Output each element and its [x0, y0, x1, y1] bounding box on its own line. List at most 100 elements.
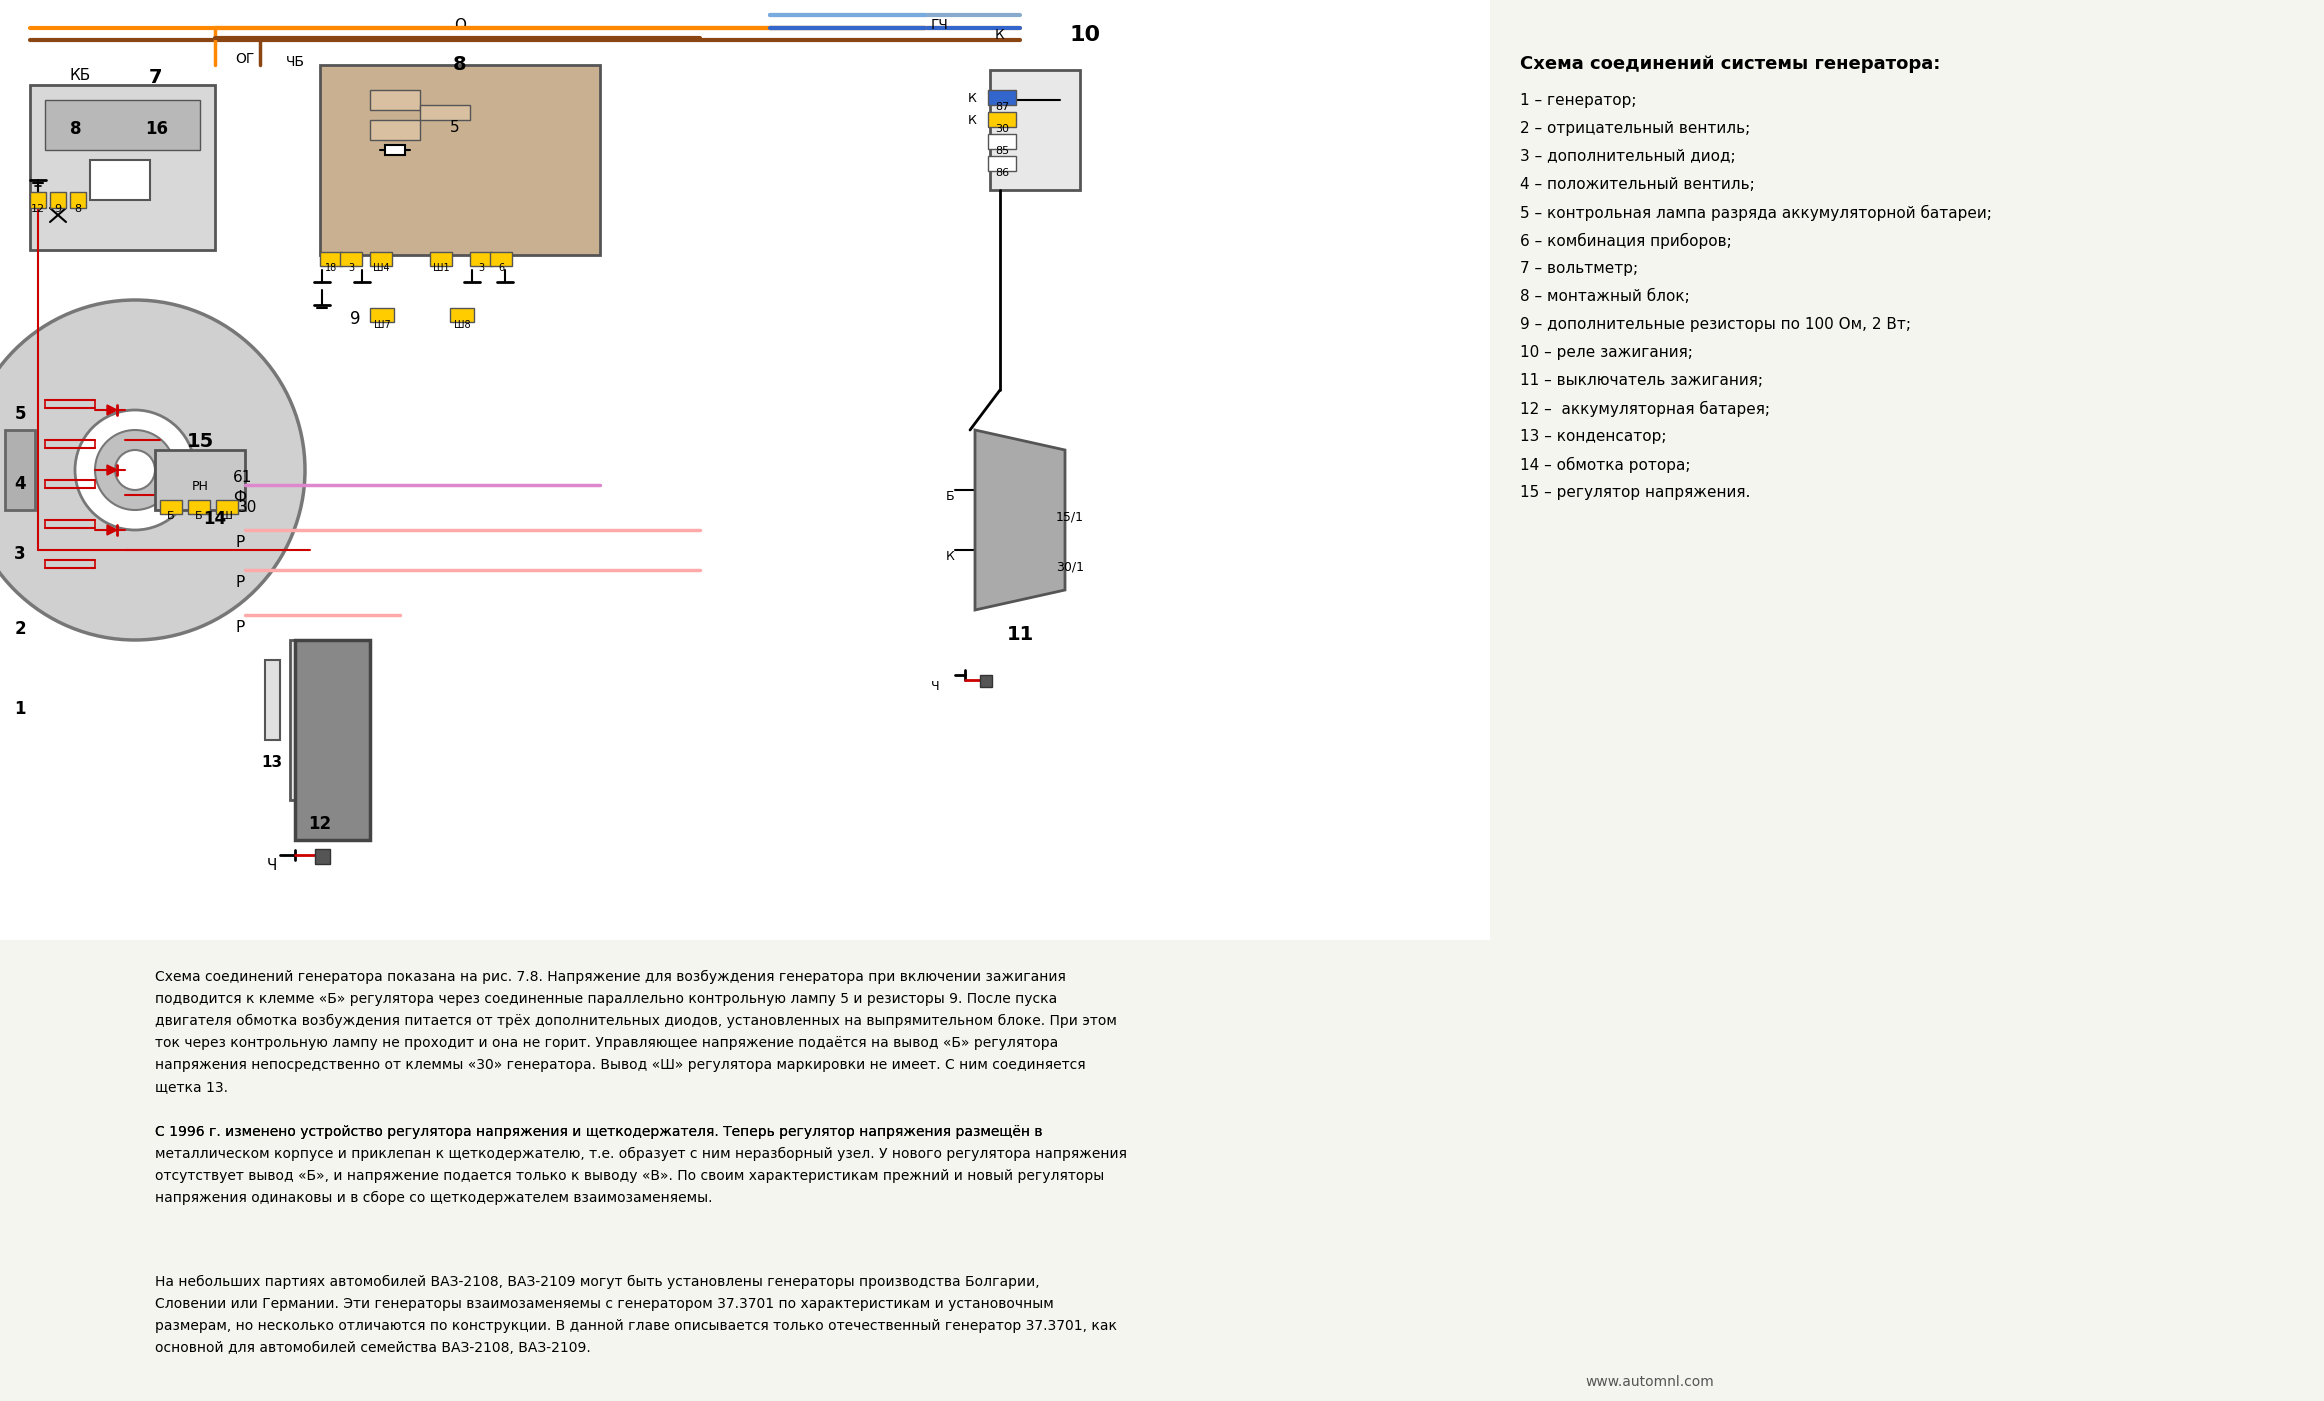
Circle shape	[328, 660, 337, 670]
Text: ГЧ: ГЧ	[932, 18, 948, 32]
Text: 8 – монтажный блок;: 8 – монтажный блок;	[1520, 289, 1690, 304]
Text: 14: 14	[205, 510, 225, 528]
Text: РН: РН	[191, 481, 209, 493]
Bar	[370, 308, 395, 322]
Text: 16: 16	[144, 120, 167, 139]
Text: ток через контрольную лампу не проходит и она не горит. Управляющее напряжение п: ток через контрольную лампу не проходит …	[156, 1035, 1057, 1049]
Text: ЧБ: ЧБ	[286, 55, 304, 69]
Text: К: К	[967, 92, 976, 105]
Text: 3: 3	[479, 263, 483, 273]
Text: 2 – отрицательный вентиль;: 2 – отрицательный вентиль;	[1520, 120, 1750, 136]
Circle shape	[323, 656, 342, 675]
Text: 61: 61	[232, 469, 253, 485]
Bar	[216, 500, 237, 514]
Bar	[490, 252, 511, 266]
Text: подводится к клемме «Б» регулятора через соединенные параллельно контрольную лам: подводится к клемме «Б» регулятора через…	[156, 992, 1057, 1006]
Text: Схема соединений генератора показана на рис. 7.8. Напряжение для возбуждения ген: Схема соединений генератора показана на …	[156, 969, 1067, 984]
Bar	[91, 160, 151, 200]
Text: 11 – выключатель зажигания;: 11 – выключатель зажигания;	[1520, 373, 1764, 388]
Text: 86: 86	[995, 168, 1009, 178]
Bar	[451, 308, 474, 322]
Text: Р: Р	[235, 574, 244, 590]
Text: 1: 1	[14, 700, 26, 717]
Circle shape	[95, 430, 174, 510]
Bar	[30, 192, 46, 207]
Text: напряжения одинаковы и в сборе со щеткодержателем взаимозаменяемы.: напряжения одинаковы и в сборе со щеткод…	[156, 1191, 713, 1205]
Bar	[386, 144, 404, 156]
Text: 12 –  аккумуляторная батарея;: 12 – аккумуляторная батарея;	[1520, 401, 1771, 417]
Polygon shape	[107, 405, 116, 415]
Text: Словении или Германии. Эти генераторы взаимозаменяемы с генератором 37.3701 по х: Словении или Германии. Эти генераторы вз…	[156, 1297, 1053, 1311]
Text: 3: 3	[349, 263, 353, 273]
Text: Схема соединений системы генератора:: Схема соединений системы генератора:	[1520, 55, 1941, 73]
Text: Б: Б	[167, 511, 174, 521]
Text: металлическом корпусе и приклепан к щеткодержателю, т.е. образует с ним неразбор: металлическом корпусе и приклепан к щетк…	[156, 1147, 1127, 1161]
Bar	[981, 675, 992, 686]
Text: 3 – дополнительный диод;: 3 – дополнительный диод;	[1520, 149, 1736, 164]
Text: 5: 5	[14, 405, 26, 423]
Bar	[44, 99, 200, 150]
Circle shape	[328, 730, 337, 740]
Bar	[469, 252, 493, 266]
Bar	[160, 500, 181, 514]
Circle shape	[323, 691, 342, 710]
Text: 30/1: 30/1	[1055, 560, 1083, 573]
Bar	[321, 252, 342, 266]
Text: 8: 8	[453, 55, 467, 74]
Text: К: К	[967, 113, 976, 127]
Bar	[988, 134, 1016, 149]
Circle shape	[323, 759, 342, 780]
Text: 4 – положительный вентиль;: 4 – положительный вентиль;	[1520, 177, 1755, 192]
Text: О: О	[453, 18, 467, 34]
Text: двигателя обмотка возбуждения питается от трёх дополнительных диодов, установлен: двигателя обмотка возбуждения питается о…	[156, 1014, 1118, 1028]
Circle shape	[328, 765, 337, 775]
Text: На небольших партиях автомобилей ВАЗ-2108, ВАЗ-2109 могут быть установлены генер: На небольших партиях автомобилей ВАЗ-210…	[156, 1275, 1039, 1289]
Text: 15 – регулятор напряжения.: 15 – регулятор напряжения.	[1520, 485, 1750, 500]
Text: www.automnl.com: www.automnl.com	[1585, 1374, 1715, 1388]
Text: 13 – конденсатор;: 13 – конденсатор;	[1520, 429, 1666, 444]
Bar	[5, 430, 35, 510]
Text: 14 – обмотка ротора;: 14 – обмотка ротора;	[1520, 457, 1690, 474]
Polygon shape	[976, 430, 1064, 609]
Text: 6 – комбинация приборов;: 6 – комбинация приборов;	[1520, 233, 1731, 249]
Text: 8: 8	[70, 120, 81, 139]
Text: 9 – дополнительные резисторы по 100 Ом, 2 Вт;: 9 – дополнительные резисторы по 100 Ом, …	[1520, 317, 1910, 332]
Bar	[265, 660, 279, 740]
Text: 5: 5	[451, 120, 460, 134]
Text: 7 – вольтметр;: 7 – вольтметр;	[1520, 261, 1638, 276]
Circle shape	[323, 794, 342, 815]
Text: 3: 3	[14, 545, 26, 563]
Text: 6: 6	[497, 263, 504, 273]
Text: 87: 87	[995, 102, 1009, 112]
Bar	[421, 105, 469, 120]
Text: 15/1: 15/1	[1055, 510, 1083, 523]
Text: Ш8: Ш8	[453, 319, 469, 331]
Text: напряжения непосредственно от клеммы «30» генератора. Вывод «Ш» регулятора марки: напряжения непосредственно от клеммы «30…	[156, 1058, 1085, 1072]
Bar	[295, 640, 370, 841]
Text: Р: Р	[235, 621, 244, 635]
Text: Р: Р	[235, 535, 244, 551]
Text: 85: 85	[995, 146, 1009, 156]
Text: С 1996 г. изменено устройство регулятора напряжения и щеткодержателя. Теперь рег: С 1996 г. изменено устройство регулятора…	[156, 1125, 1043, 1139]
Text: Ф: Ф	[232, 490, 246, 504]
Text: Б: Б	[195, 511, 202, 521]
Text: отсутствует вывод «Б», и напряжение подается только к выводу «В». По своим харак: отсутствует вывод «Б», и напряжение пода…	[156, 1168, 1104, 1182]
Bar	[386, 130, 404, 140]
Text: 30: 30	[237, 500, 256, 516]
Polygon shape	[107, 525, 116, 535]
Text: 9: 9	[53, 205, 60, 214]
Circle shape	[74, 410, 195, 530]
Text: 12: 12	[309, 815, 332, 834]
Bar	[188, 500, 209, 514]
Bar	[988, 112, 1016, 127]
Text: Ч: Ч	[930, 679, 939, 693]
Bar	[0, 0, 1490, 940]
Text: 13: 13	[260, 755, 284, 771]
Text: размерам, но несколько отличаются по конструкции. В данной главе описывается тол: размерам, но несколько отличаются по кон…	[156, 1318, 1118, 1332]
Text: 1 – генератор;: 1 – генератор;	[1520, 92, 1636, 108]
Text: 11: 11	[1006, 625, 1034, 644]
Circle shape	[328, 800, 337, 810]
Text: С 1996 г. изменено устройство регулятора напряжения и щеткодержателя. Теперь рег: С 1996 г. изменено устройство регулятора…	[156, 1125, 1043, 1139]
Bar	[370, 252, 393, 266]
Text: 10: 10	[1069, 25, 1102, 45]
